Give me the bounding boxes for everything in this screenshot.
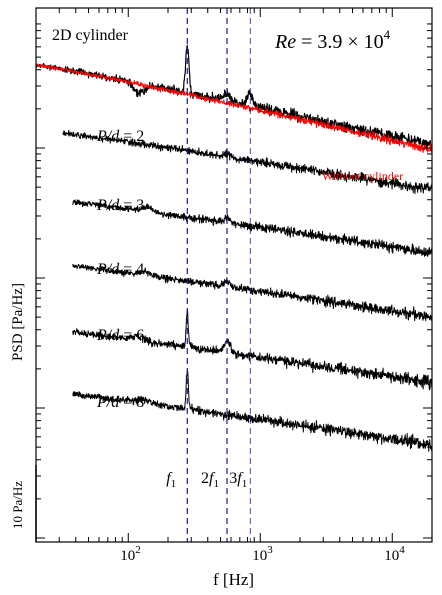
harmonic-lines	[186, 8, 251, 542]
series-line-6	[72, 369, 433, 452]
no-cylinder-label: Without cylinder	[322, 169, 403, 183]
case-label: P/d = 6	[96, 327, 144, 344]
plot-frame	[35, 7, 433, 543]
spectra-traces	[35, 44, 433, 452]
series-line-3	[72, 199, 433, 257]
axis-ticks	[35, 8, 433, 542]
series-line-2	[62, 130, 433, 195]
case-label: P/d = 2	[96, 128, 144, 145]
case-label: P/d = 8	[96, 394, 144, 411]
harmonic-label: 3f1	[229, 470, 247, 490]
x-axis-label: f [Hz]	[213, 570, 254, 589]
harmonic-label: f1	[166, 470, 176, 490]
y-axis-label: PSD [Pa/Hz]	[10, 283, 26, 361]
series-line-5	[72, 309, 433, 391]
series-line-1	[35, 63, 433, 154]
x-tick-label: 104	[384, 544, 405, 564]
harmonic-label: 2f1	[201, 470, 219, 490]
x-tick-label: 103	[252, 544, 273, 564]
case-label: P/d = 3	[96, 197, 144, 214]
chart-labels: 102 103 104 f [Hz] PSD [Pa/Hz] 10 Pa/Hz Re = 3…	[10, 27, 405, 589]
reynolds-label: Re = 3.9 × 104	[274, 27, 391, 53]
x-tick-label: 102	[120, 544, 141, 564]
cylinder-label: 2D cylinder	[52, 27, 129, 44]
series-line-4	[72, 263, 433, 322]
scale-bar-label: 10 Pa/Hz	[10, 481, 25, 529]
case-label: P/d = 4	[96, 261, 144, 278]
